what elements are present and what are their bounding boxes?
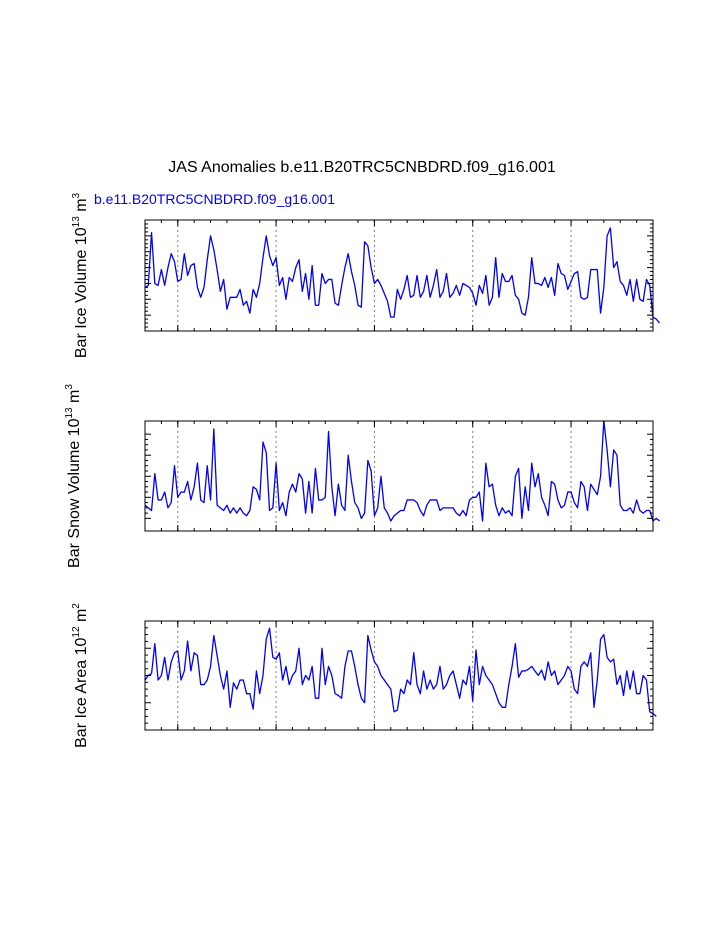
plot-frame (144, 219, 654, 332)
y-axis-title-superscript: 2 (71, 603, 82, 609)
y-axis-title-part: m (66, 390, 83, 408)
y-axis-title-part: Bar Ice Volume 10 (73, 227, 90, 358)
panel-1: Bar Ice Volume 1013 m3 (71, 192, 661, 358)
y-axis-title-superscript: 12 (71, 626, 82, 638)
main-title: JAS Anomalies b.e11.B20TRC5CNBDRD.f09_g1… (168, 159, 556, 176)
series-line (144, 420, 660, 522)
case-label: b.e11.B20TRC5CNBDRD.f09_g16.001 (94, 191, 335, 207)
y-axis-title: Bar Ice Volume 1013 m3 (71, 192, 90, 358)
y-axis-title-superscript: 3 (71, 192, 82, 198)
plot-frame (144, 620, 654, 731)
y-axis-title-superscript: 13 (64, 407, 75, 419)
y-axis-title-superscript: 3 (64, 384, 75, 390)
y-axis-title: Bar Snow Volume 1013 m3 (64, 384, 83, 568)
panel-3: Bar Ice Area 1012 m2 (71, 603, 657, 748)
y-axis-title-superscript: 13 (71, 216, 82, 228)
y-axis-title-part: m (73, 198, 90, 216)
series-line (144, 627, 657, 717)
y-axis-title-part: m (73, 609, 90, 627)
panel-2: Bar Snow Volume 1013 m3 (64, 384, 660, 568)
series-line (144, 227, 661, 324)
y-axis-title: Bar Ice Area 1012 m2 (71, 603, 90, 748)
y-axis-title-part: Bar Snow Volume 10 (66, 418, 83, 568)
y-axis-title-part: Bar Ice Area 10 (73, 637, 90, 747)
plot-frame (144, 420, 654, 532)
